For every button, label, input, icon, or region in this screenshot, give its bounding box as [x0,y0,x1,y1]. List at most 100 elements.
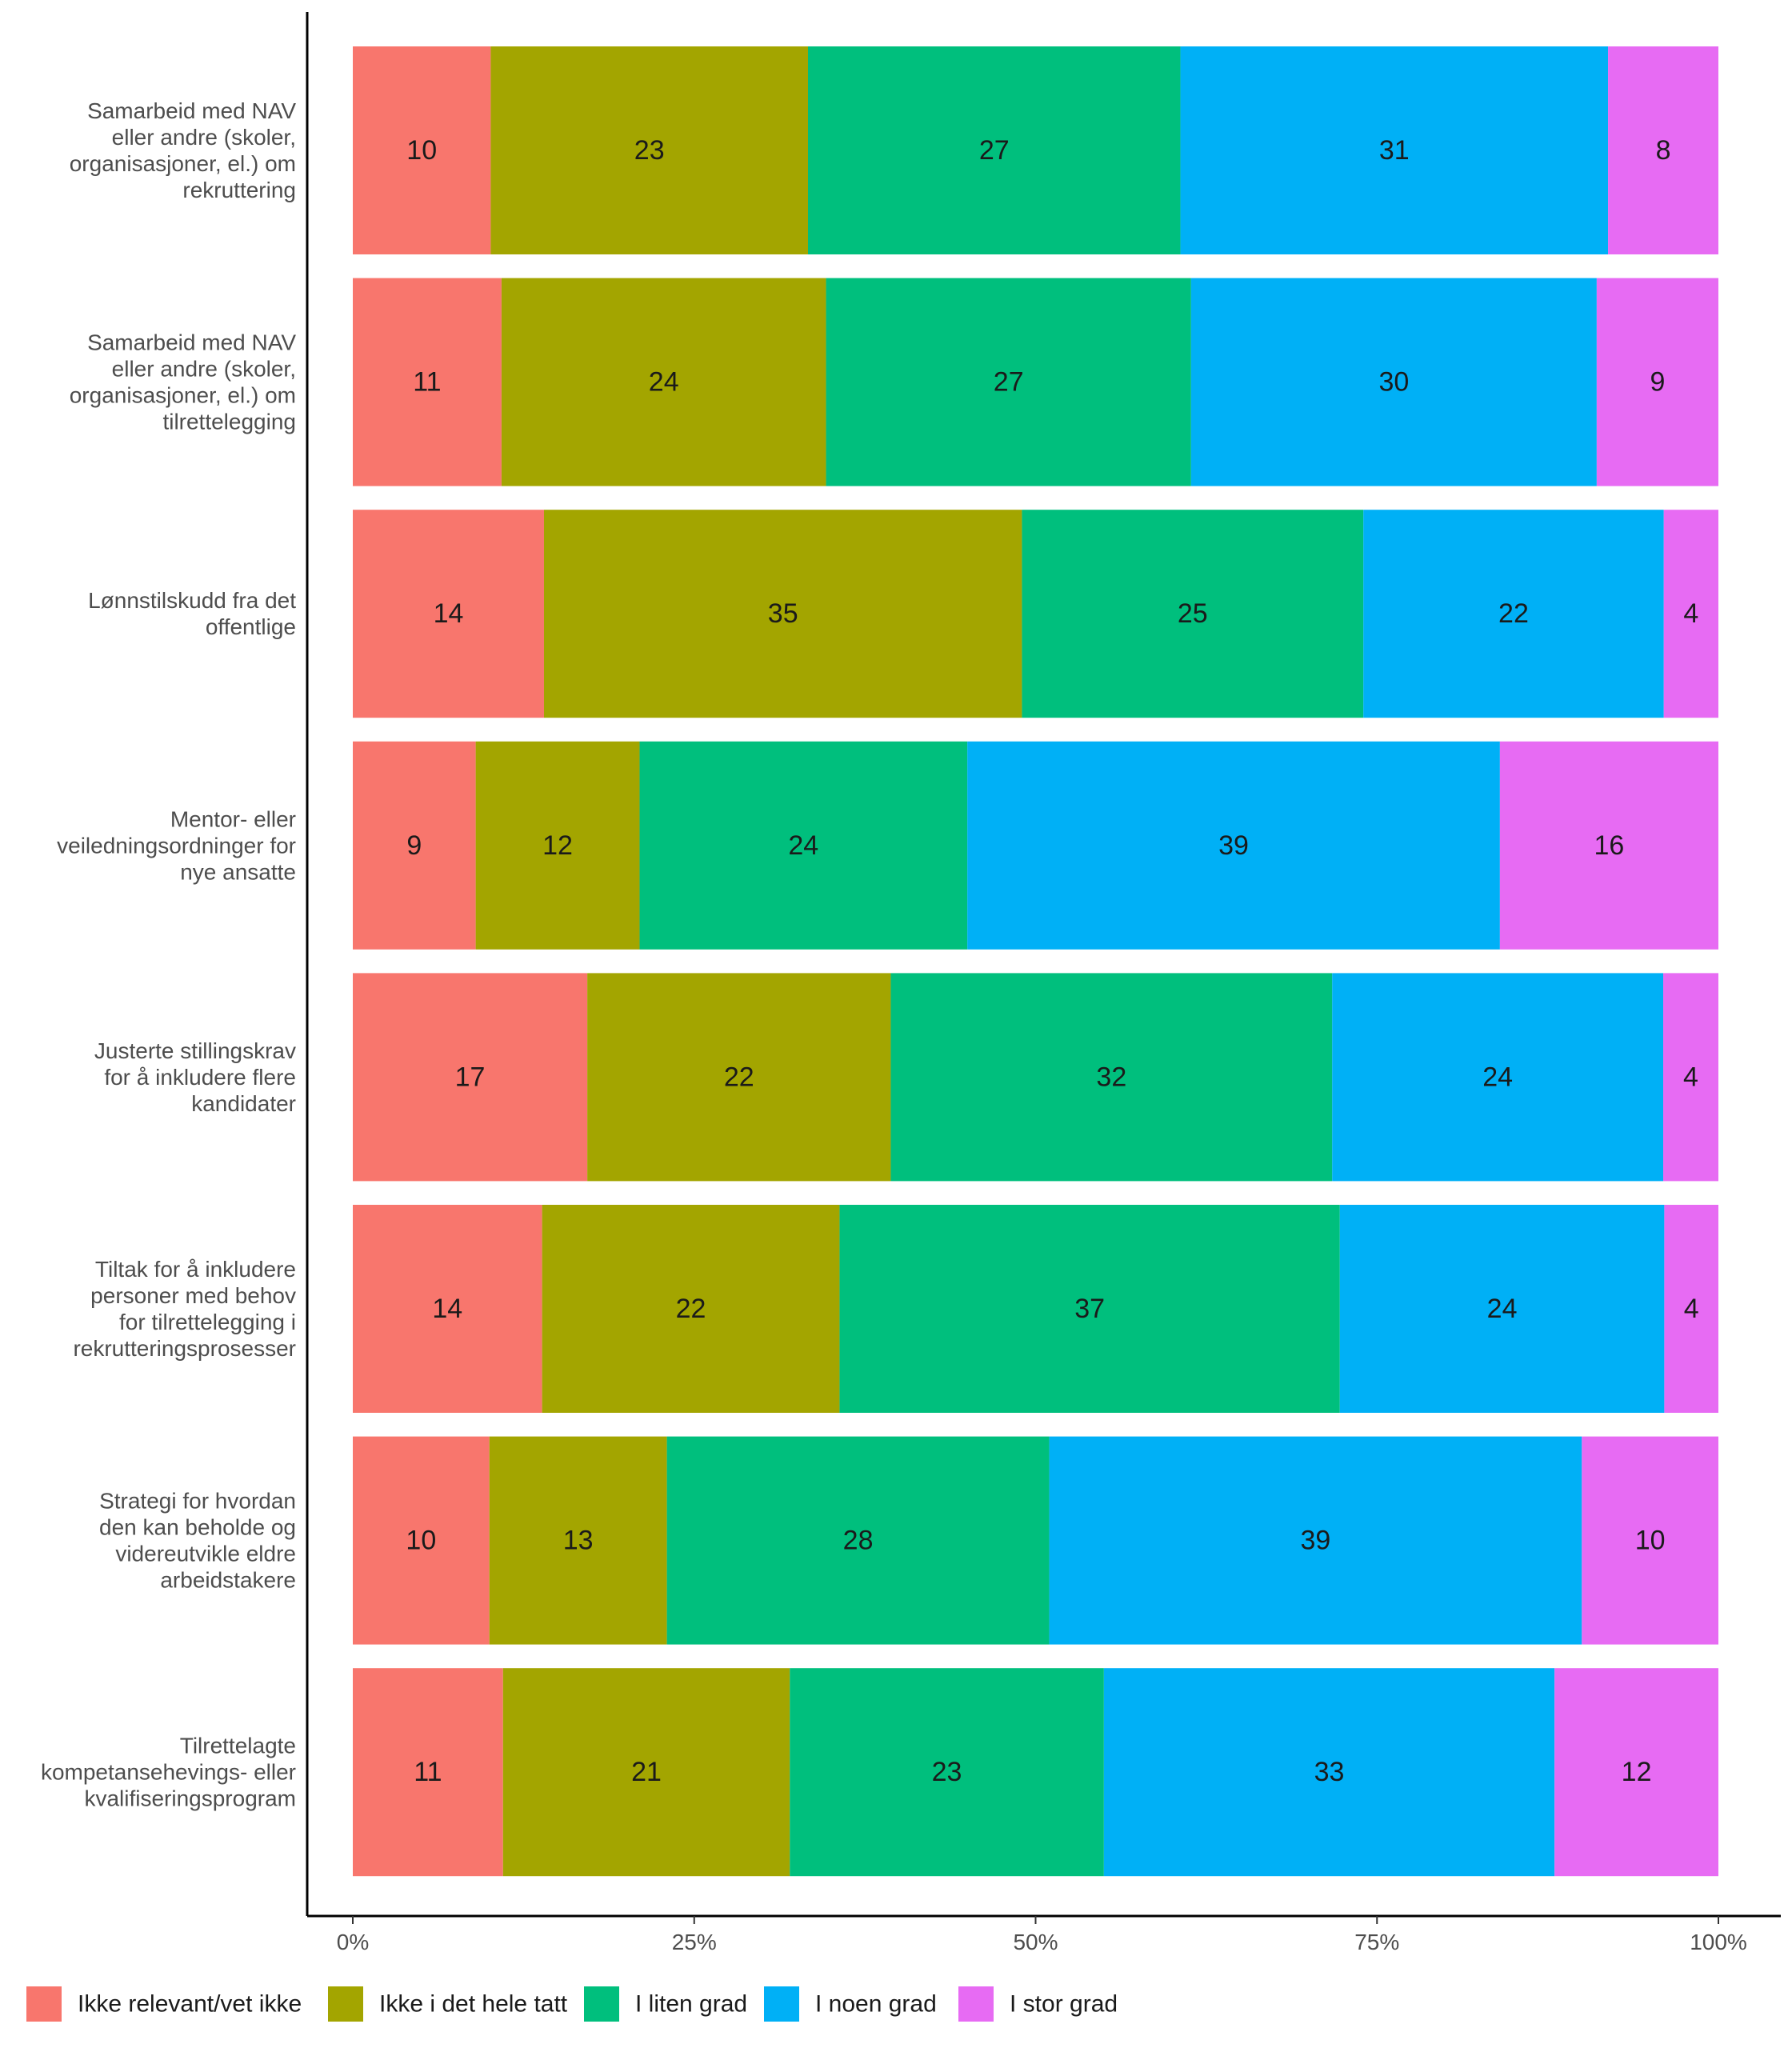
data-label: 10 [406,1526,436,1556]
data-label: 14 [432,1294,462,1324]
bar-segment [1664,1205,1718,1413]
data-label: 39 [1218,830,1249,861]
category-label: Justerte stillingskrav for å inkludere fl… [94,1038,296,1116]
data-label: 21 [631,1757,662,1787]
bar-segment [353,510,544,718]
bar-segment [666,1436,1050,1645]
x-tick-label: 100% [1690,1930,1747,1954]
category-label: Tiltak for å inkludere personer med behov… [73,1257,296,1361]
legend-swatch [328,1986,363,2022]
data-label: 39 [1301,1526,1331,1556]
bar-segment [790,1668,1104,1877]
bar-segment [353,741,476,950]
data-label: 24 [788,830,818,861]
data-label: 23 [932,1757,962,1787]
bar-segment [353,1205,542,1413]
bar-segment [1022,510,1364,718]
data-label: 35 [768,598,798,629]
x-tick-label: 25% [672,1930,717,1954]
data-label: 22 [724,1062,754,1092]
bar-segment [353,46,491,254]
bar-segment [502,1668,790,1877]
legend-label: I stor grad [1010,1991,1118,2018]
category-label: Mentor- eller veiledningsordninger for nye… [57,806,296,884]
data-label: 27 [994,367,1024,398]
legend-swatch [584,1986,619,2022]
bar-segment [353,973,588,1182]
data-label: 23 [634,135,665,166]
data-label: 10 [1635,1526,1666,1556]
data-label: 10 [406,135,437,166]
bar-segment [1103,1668,1555,1877]
bar-segment [1363,510,1664,718]
x-tick-label: 75% [1354,1930,1399,1954]
legend-label: I liten grad [635,1991,747,2018]
legend-swatch [26,1986,62,2022]
data-label: 4 [1683,1062,1698,1092]
bar-segment [1554,1668,1718,1877]
data-label: 4 [1684,1294,1699,1324]
bar-segment [490,46,808,254]
x-tick-label: 0% [337,1930,369,1954]
category-label: Samarbeid med NAV eller andre (skoler, org… [70,330,297,434]
category-label: Strategi for hvordan den kan beholde og vi… [99,1489,296,1593]
bar-segment [1190,278,1597,486]
bar-segment [501,278,826,486]
bar-segment [808,46,1181,254]
bar-segment [1339,1205,1665,1413]
bar-segment [1049,1436,1582,1645]
bar-segment [890,973,1333,1182]
data-label: 27 [979,135,1010,166]
bar-segment [1596,278,1718,486]
legend-swatch [958,1986,994,2022]
bar-segment [1332,973,1664,1182]
bar-segment [1608,46,1718,254]
data-label: 28 [843,1526,874,1556]
bar-segment [1582,1436,1718,1645]
bar-segment [489,1436,667,1645]
x-tick-label: 50% [1013,1930,1058,1954]
bar-segment [587,973,891,1182]
bar-segment [1180,46,1609,254]
data-label: 24 [1482,1062,1513,1092]
data-label: 25 [1178,598,1208,629]
data-label: 11 [413,367,441,398]
bar-segment [1499,741,1718,950]
data-label: 37 [1074,1294,1105,1324]
data-label: 9 [406,830,422,861]
bar-segment [839,1205,1340,1413]
bar-segment [639,741,968,950]
bar-segment [353,1436,490,1645]
data-label: 9 [1650,367,1665,398]
bar-segment [1663,510,1718,718]
data-label: 24 [1487,1294,1518,1324]
bar-segment [826,278,1191,486]
bar-segment [1663,973,1718,1182]
bar-segment [353,278,502,486]
bar-segment [967,741,1500,950]
category-label: Samarbeid med NAV eller andre (skoler, org… [70,98,297,202]
data-label: 12 [542,830,573,861]
legend-label: I noen grad [815,1991,937,2018]
legend-label: Ikke relevant/vet ikke [78,1991,302,2018]
data-label: 31 [1379,135,1410,166]
data-label: 4 [1683,598,1698,629]
data-label: 8 [1656,135,1671,166]
data-label: 22 [1498,598,1529,629]
data-label: 33 [1314,1757,1345,1787]
category-label: Tilrettelagte kompetansehevings- eller kva… [41,1734,296,1811]
data-label: 32 [1096,1062,1126,1092]
data-label: 12 [1622,1757,1652,1787]
bar-segment [542,1205,840,1413]
data-label: 13 [563,1526,594,1556]
data-label: 30 [1378,367,1409,398]
bar-segment [475,741,640,950]
data-label: 22 [676,1294,706,1324]
data-label: 14 [434,598,464,629]
data-label: 16 [1594,830,1625,861]
data-label: 24 [649,367,679,398]
data-label: 11 [414,1757,442,1787]
category-label: Lønnstilskudd fra det offentlige [88,588,296,639]
